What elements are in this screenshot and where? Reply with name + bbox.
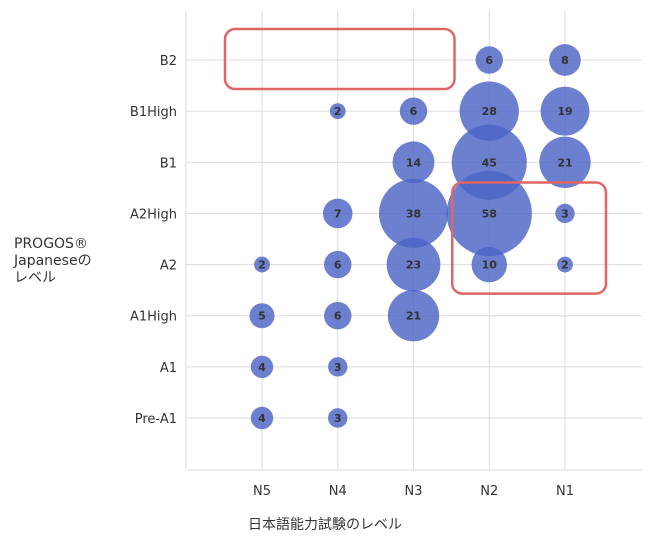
bubble (475, 46, 503, 74)
bubble-label: 7 (334, 207, 342, 220)
y-tick-label: Pre-A1 (135, 412, 177, 427)
bubble (459, 81, 519, 141)
y-tick-label: B2 (160, 54, 177, 69)
highlight-box (451, 181, 608, 295)
bubble (387, 290, 440, 342)
y-axis-title-line: レベル (14, 270, 56, 286)
bubble-label: 23 (406, 259, 421, 272)
bubble (540, 86, 590, 136)
bubble-label: 38 (406, 207, 421, 220)
bubble-label: 2 (258, 259, 266, 272)
y-tick-label: A2High (130, 207, 177, 222)
bubble-label: 3 (334, 412, 342, 425)
bubble-label: 8 (561, 54, 569, 67)
bubble (250, 355, 274, 379)
y-axis-title: PROGOS® Japaneseの レベル (14, 236, 124, 287)
bubble-label: 58 (482, 207, 497, 220)
bubble-label: 6 (485, 54, 493, 67)
bubble-label: 5 (258, 310, 266, 323)
bubble (557, 256, 573, 273)
bubble-label: 19 (557, 105, 572, 118)
x-tick-label: N2 (480, 484, 498, 499)
y-tick-label: A1High (130, 310, 177, 325)
bubble (539, 136, 591, 188)
bubble (378, 178, 449, 248)
bubble (324, 250, 352, 279)
bubble-label: 3 (334, 361, 342, 374)
bubble-label: 14 (406, 156, 422, 169)
highlight-box (223, 27, 456, 91)
bubble (250, 406, 274, 430)
y-axis-title-line: Japaneseの (14, 253, 92, 269)
bubble (451, 124, 527, 200)
bubble-label: 21 (406, 310, 421, 323)
bubble-label: 3 (561, 207, 569, 220)
bubble (471, 246, 507, 283)
bubble-label: 4 (258, 412, 266, 425)
bubble-label: 10 (482, 259, 498, 272)
bubble (249, 303, 275, 329)
x-tick-label: N5 (253, 484, 271, 499)
bubble (386, 237, 441, 292)
bubbles: 4 3 4 3 5 6 21 2 6 23 10 2 7 38 58 3 14 45 21 2 6 28 19 6 8 (249, 44, 591, 430)
bubble (328, 357, 348, 377)
x-tick-label: N1 (556, 484, 574, 499)
bubble (392, 141, 435, 184)
tick-labels: Pre-A1 A1 A1High A2 A2High B1 B1High B2 N5 N4 N3 N2… (130, 54, 574, 499)
bubble (555, 203, 575, 224)
y-tick-label: B1High (130, 105, 177, 120)
bubble-label: 2 (561, 259, 569, 272)
bubble (328, 408, 348, 428)
y-tick-label: B1 (160, 156, 177, 171)
bubble (324, 302, 352, 330)
bubble (399, 97, 428, 125)
bubble-label: 4 (258, 361, 266, 374)
bubble-label: 28 (482, 105, 497, 118)
x-tick-label: N3 (405, 484, 423, 499)
highlight-boxes (223, 27, 608, 295)
bubble-label: 2 (334, 105, 342, 118)
y-axis-title-line: PROGOS® (14, 236, 88, 252)
bubble (254, 256, 270, 273)
y-tick-label: A1 (160, 361, 177, 376)
bubble (322, 198, 353, 229)
bubble (549, 44, 581, 76)
bubble-label: 6 (334, 259, 342, 272)
bubble-label: 45 (482, 156, 497, 169)
bubble (329, 103, 346, 120)
x-tick-label: N4 (329, 484, 347, 499)
bubble-label: 21 (557, 156, 572, 169)
y-tick-label: A2 (160, 259, 177, 274)
bubble-label: 6 (334, 310, 342, 323)
bubble-label: 6 (410, 105, 418, 118)
x-axis-title: 日本語能力試験のレベル (248, 517, 402, 533)
